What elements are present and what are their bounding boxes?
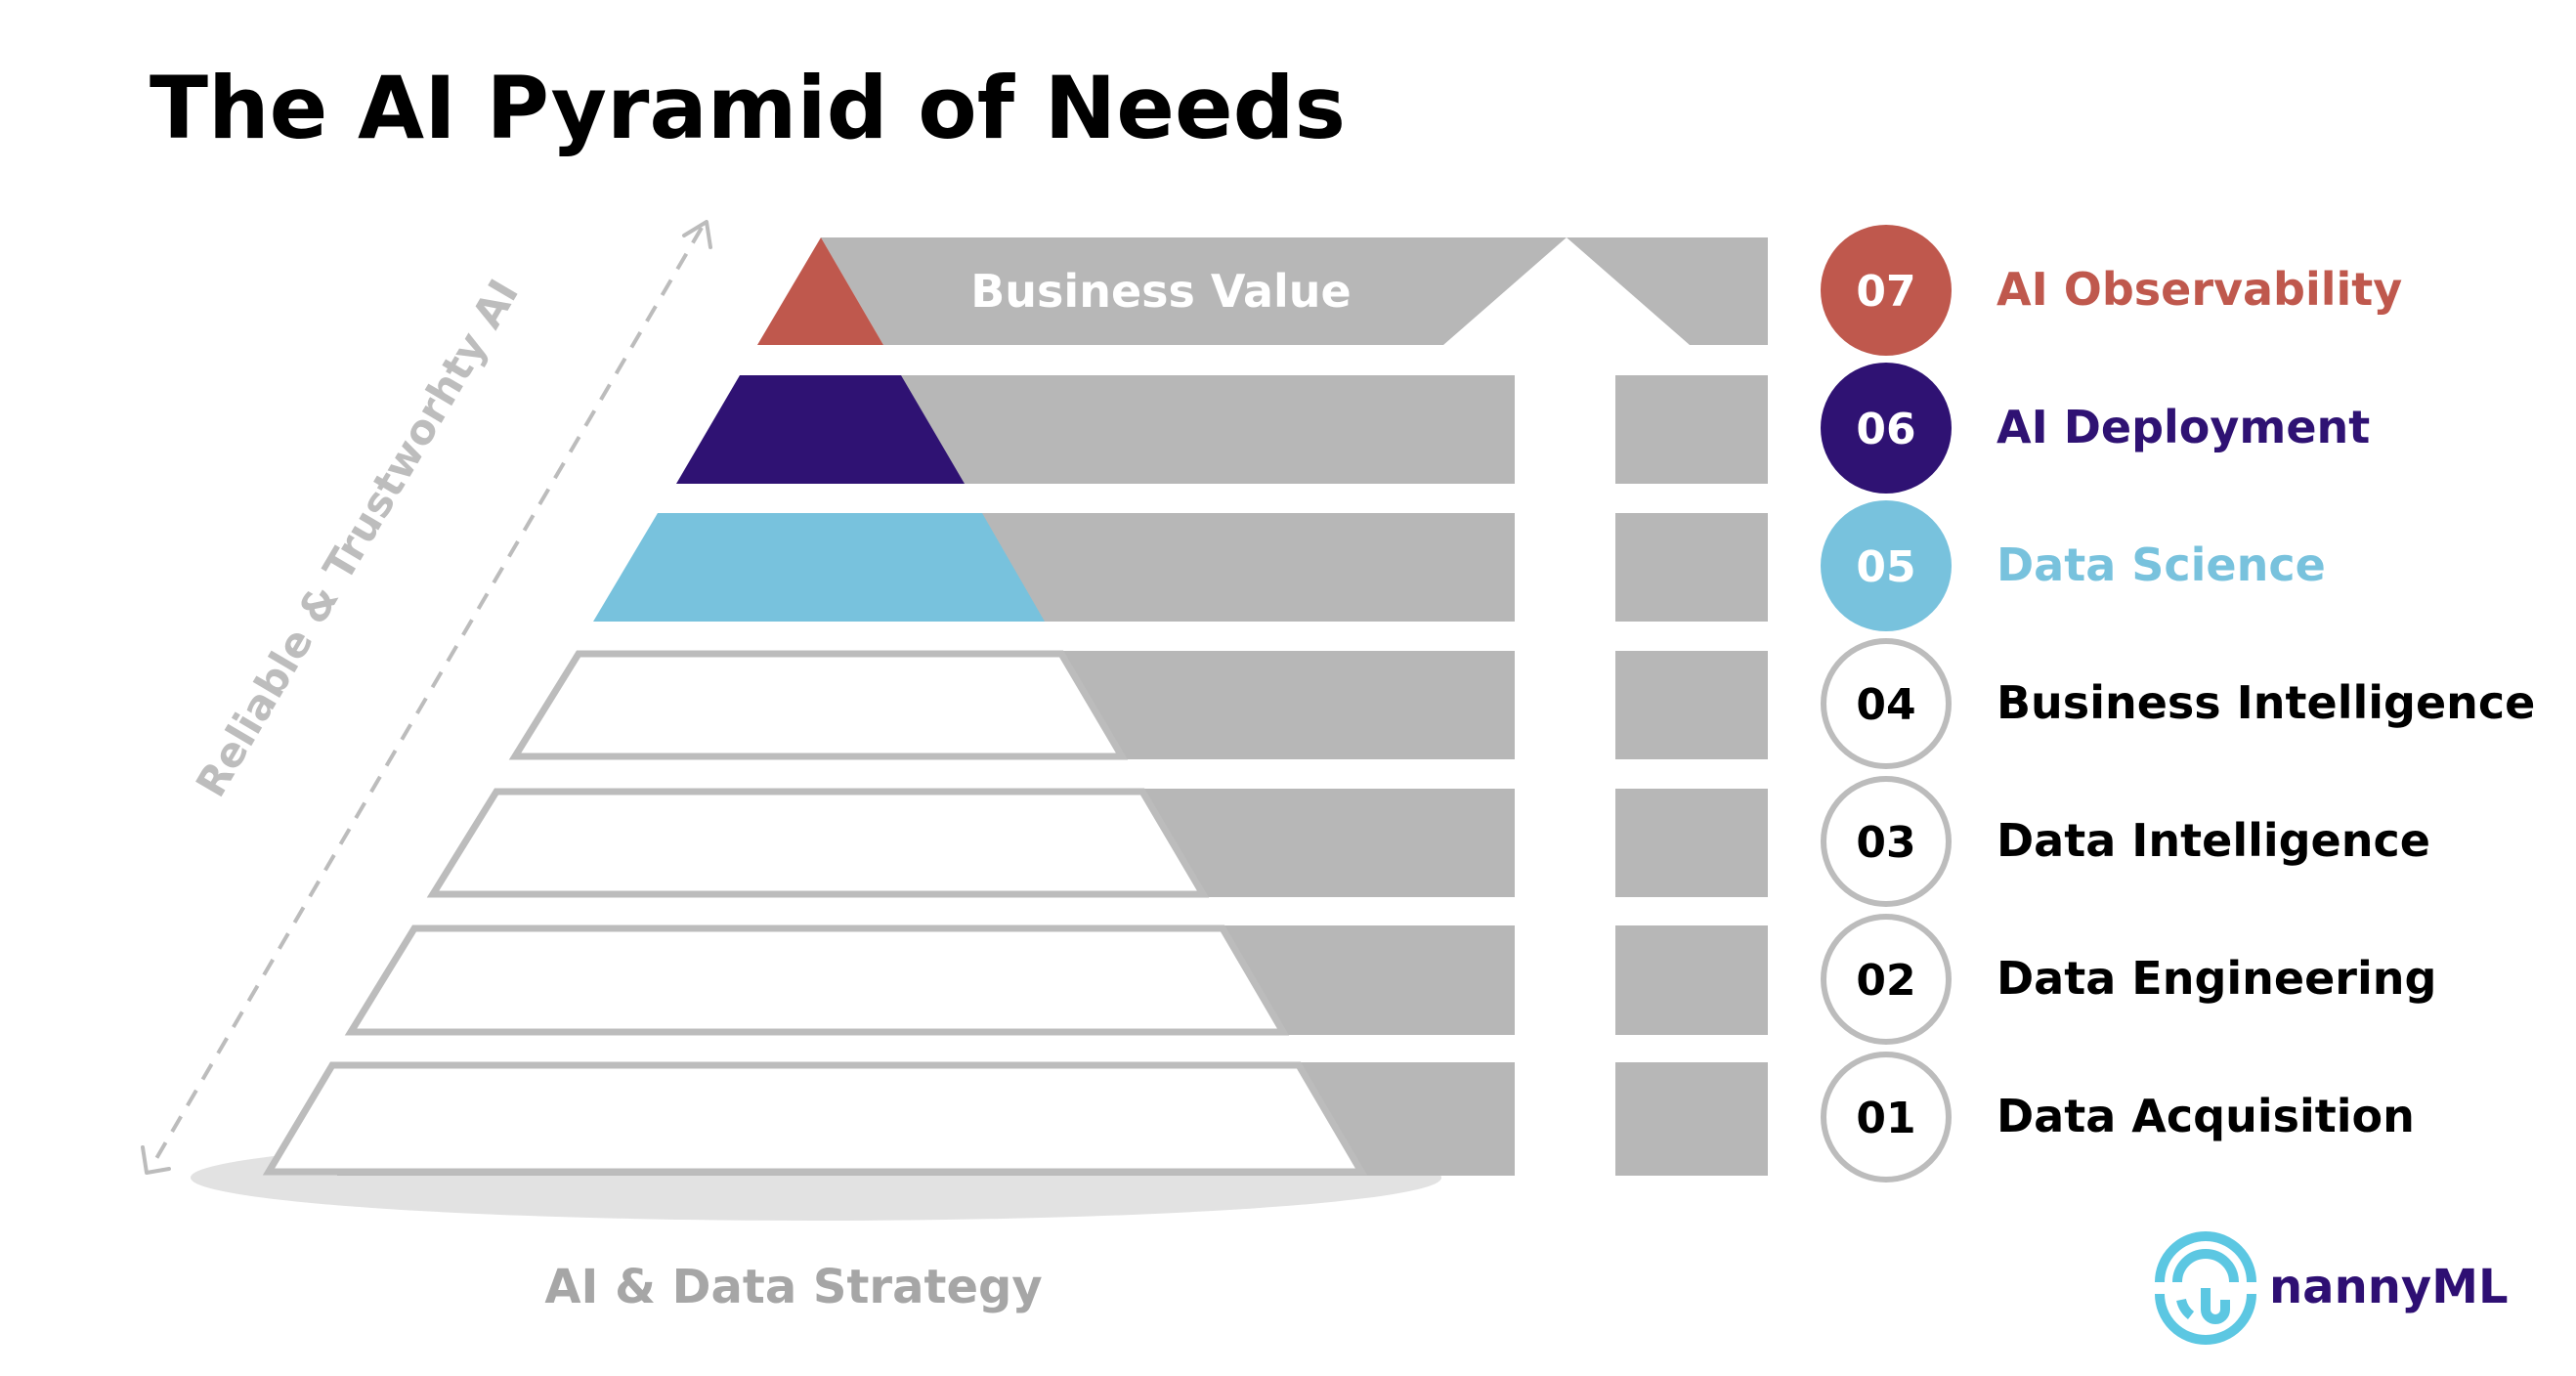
pyramid-level-1 [262,1061,1768,1176]
level-03-badge [1821,776,1952,907]
pyramid-level-3 [426,788,1768,898]
level-06-badge [1821,363,1952,494]
observability-triangle [757,237,883,345]
level-01-number: 01 [1856,1094,1915,1143]
page-title: The AI Pyramid of Needs [150,58,1346,158]
data-acquisition-trapezoid [262,1061,1368,1176]
nannyml-logo-icon [2155,1231,2256,1345]
arrow-head-bottom-icon [141,1145,171,1175]
level-05-number: 05 [1856,542,1915,592]
level-5-side-block [1615,513,1768,622]
legend-item-04: 04 Business Intelligence [1821,638,2535,769]
level-02-badge [1821,914,1952,1045]
level-03-number: 03 [1856,818,1915,868]
nannyml-wordmark: nannyML [2269,1260,2509,1314]
legend-item-07: 07 AI Observability [1821,225,2402,356]
legend-item-01: 01 Data Acquisition [1821,1052,2415,1182]
data-science-trapezoid [593,513,1045,622]
ai-data-strategy-label: AI & Data Strategy [544,1260,1042,1314]
business-value-band-right [1567,237,1768,345]
business-value-band [821,237,1567,345]
level-07-number: 07 [1856,267,1915,317]
level-01-badge [1821,1052,1952,1182]
pyramid-level-2 [344,924,1768,1036]
legend-item-02: 02 Data Engineering [1821,914,2436,1045]
level-6-side-block [1615,375,1768,484]
level-04-label: Business Intelligence [1996,676,2535,729]
data-engineering-trapezoid [344,924,1290,1036]
data-intelligence-trapezoid [426,788,1210,898]
legend-item-03: 03 Data Intelligence [1821,776,2430,907]
level-1-side-block [1615,1062,1768,1176]
reliable-trustworthy-label: Reliable & Trustworhty AI [187,272,528,805]
legend-item-06: 06 AI Deployment [1821,363,2370,494]
level-03-label: Data Intelligence [1996,814,2430,867]
level-04-number: 04 [1856,680,1915,730]
level-07-badge [1821,225,1952,356]
level-04-badge [1821,638,1952,769]
pyramid-level-7: Business Value [757,237,1768,345]
level-3-side-block [1615,789,1768,897]
nannyml-logo: nannyML [2155,1231,2509,1345]
level-2-side-block [1615,925,1768,1035]
pyramid-level-4 [508,650,1768,760]
level-legend: 07 AI Observability 06 AI Deployment 05 … [1821,225,2535,1182]
business-value-label: Business Value [970,265,1352,318]
legend-item-05: 05 Data Science [1821,500,2326,631]
level-01-label: Data Acquisition [1996,1090,2415,1142]
reliability-axis-arrow [141,220,712,1175]
level-05-badge [1821,500,1952,631]
level-06-label: AI Deployment [1996,401,2370,453]
level-06-number: 06 [1856,405,1915,454]
level-02-label: Data Engineering [1996,952,2436,1005]
level-05-label: Data Science [1996,538,2326,591]
level-07-label: AI Observability [1996,263,2402,316]
business-intelligence-trapezoid [508,650,1129,760]
level-02-number: 02 [1856,956,1915,1006]
level-4-side-block [1615,651,1768,759]
pyramid-level-5 [593,513,1768,622]
pyramid-level-6 [676,375,1768,484]
deployment-trapezoid [676,375,965,484]
arrow-head-top-icon [682,220,712,249]
